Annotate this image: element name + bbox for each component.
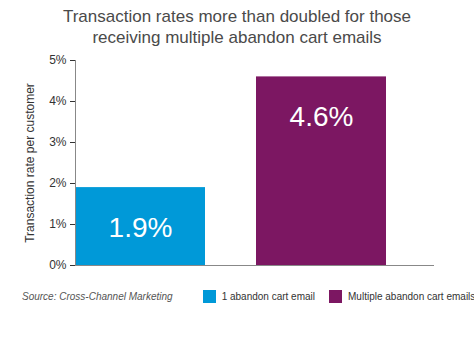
html-text:Transaction rates more than do: Transaction rates more than doubled for … <box>63 7 411 47</box>
svg-text:5%: 5% <box>49 53 67 67</box>
svg-text:4.6%: 4.6% <box>290 101 354 132</box>
svg-text:Transaction rate per customer: Transaction rate per customer <box>23 83 37 243</box>
html-text:1 abandon cart email: 1 abandon cart email <box>221 290 315 302</box>
svg-text:3%: 3% <box>49 135 67 149</box>
svg-text:4%: 4% <box>49 94 67 108</box>
svg-text:1.9%: 1.9% <box>109 212 173 243</box>
svg-text:1%: 1% <box>49 217 67 231</box>
html-text:Source: Cross-Channel Marketin: Source: Cross-Channel Marketing <box>22 290 173 302</box>
svg-text:2%: 2% <box>49 176 67 190</box>
svg-text:0%: 0% <box>49 258 67 272</box>
